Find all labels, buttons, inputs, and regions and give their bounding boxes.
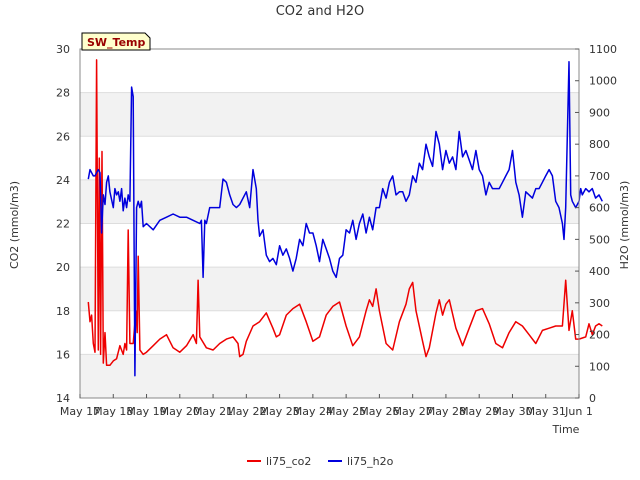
right-tick-label: 700 <box>589 170 610 183</box>
legend-label-h2o: li75_h2o <box>347 455 394 468</box>
right-tick-label: 300 <box>589 297 610 310</box>
series-line-li75_co2 <box>87 59 603 367</box>
right-tick-label: 1000 <box>589 75 617 88</box>
plot-frame <box>79 48 580 399</box>
left-axis: 14 16 18 20 22 24 26 28 30 <box>56 43 70 405</box>
x-tick-label: May 20 <box>160 405 200 418</box>
x-tick-label: May 29 <box>459 405 499 418</box>
right-tick-label: 1100 <box>589 43 617 56</box>
x-tick-label: May 25 <box>326 405 366 418</box>
annotation-label: SW_Temp <box>87 36 146 49</box>
x-tick-label: May 19 <box>126 405 166 418</box>
legend-label-co2: li75_co2 <box>266 455 311 468</box>
plot-band <box>80 92 579 137</box>
right-tick-label: 900 <box>589 106 610 119</box>
left-tick-label: 28 <box>56 87 70 100</box>
left-tick-label: 22 <box>56 218 70 231</box>
x-tick-label: May 22 <box>226 405 266 418</box>
right-axis-title: H2O (mmol/m3) <box>618 181 631 270</box>
x-axis-title: Time <box>552 423 580 436</box>
x-tick-label: May 26 <box>359 405 399 418</box>
plot-band <box>80 354 579 398</box>
left-axis-title: CO2 (mmol/m3) <box>8 181 21 269</box>
legend: li75_co2 li75_h2o <box>247 455 394 468</box>
x-tick-label: May 27 <box>393 405 433 418</box>
left-tick-label: 18 <box>56 305 70 318</box>
x-tick-label: May 30 <box>492 405 532 418</box>
right-tick-label: 500 <box>589 233 610 246</box>
x-tick-label: May 18 <box>93 405 133 418</box>
right-tick-label: 200 <box>589 329 610 342</box>
right-tick-label: 0 <box>589 392 596 405</box>
x-tick-label: May 24 <box>293 405 333 418</box>
left-tick-label: 26 <box>56 130 70 143</box>
annotation-box <box>81 32 151 51</box>
right-tick-label: 400 <box>589 265 610 278</box>
x-tick-label: May 23 <box>259 405 299 418</box>
plot-band <box>80 267 579 311</box>
right-tick-label: 600 <box>589 202 610 215</box>
series-line-li75_h2o <box>87 60 603 377</box>
right-axis: 0 100 200 300 400 500 600 700 800 900 1000 1100 <box>575 43 617 405</box>
left-tick-label: 20 <box>56 261 70 274</box>
x-tick-label: May 17 <box>60 405 100 418</box>
x-tick-label: Jun 1 <box>564 405 593 418</box>
x-tick-label: May 21 <box>193 405 233 418</box>
left-tick-label: 30 <box>56 43 70 56</box>
left-tick-label: 14 <box>56 392 70 405</box>
chart-title: CO2 and H2O <box>276 4 365 19</box>
plot-bands <box>80 92 579 398</box>
plot-band <box>80 179 579 224</box>
series-lines <box>87 59 603 377</box>
right-tick-label: 800 <box>589 138 610 151</box>
left-tick-label: 16 <box>56 348 70 361</box>
right-tick-label: 100 <box>589 360 610 373</box>
left-tick-label: 24 <box>56 174 70 187</box>
x-tick-label: May 28 <box>426 405 466 418</box>
annotation-badge: SW_Temp <box>81 32 151 51</box>
x-tick-label: May 31 <box>526 405 566 418</box>
